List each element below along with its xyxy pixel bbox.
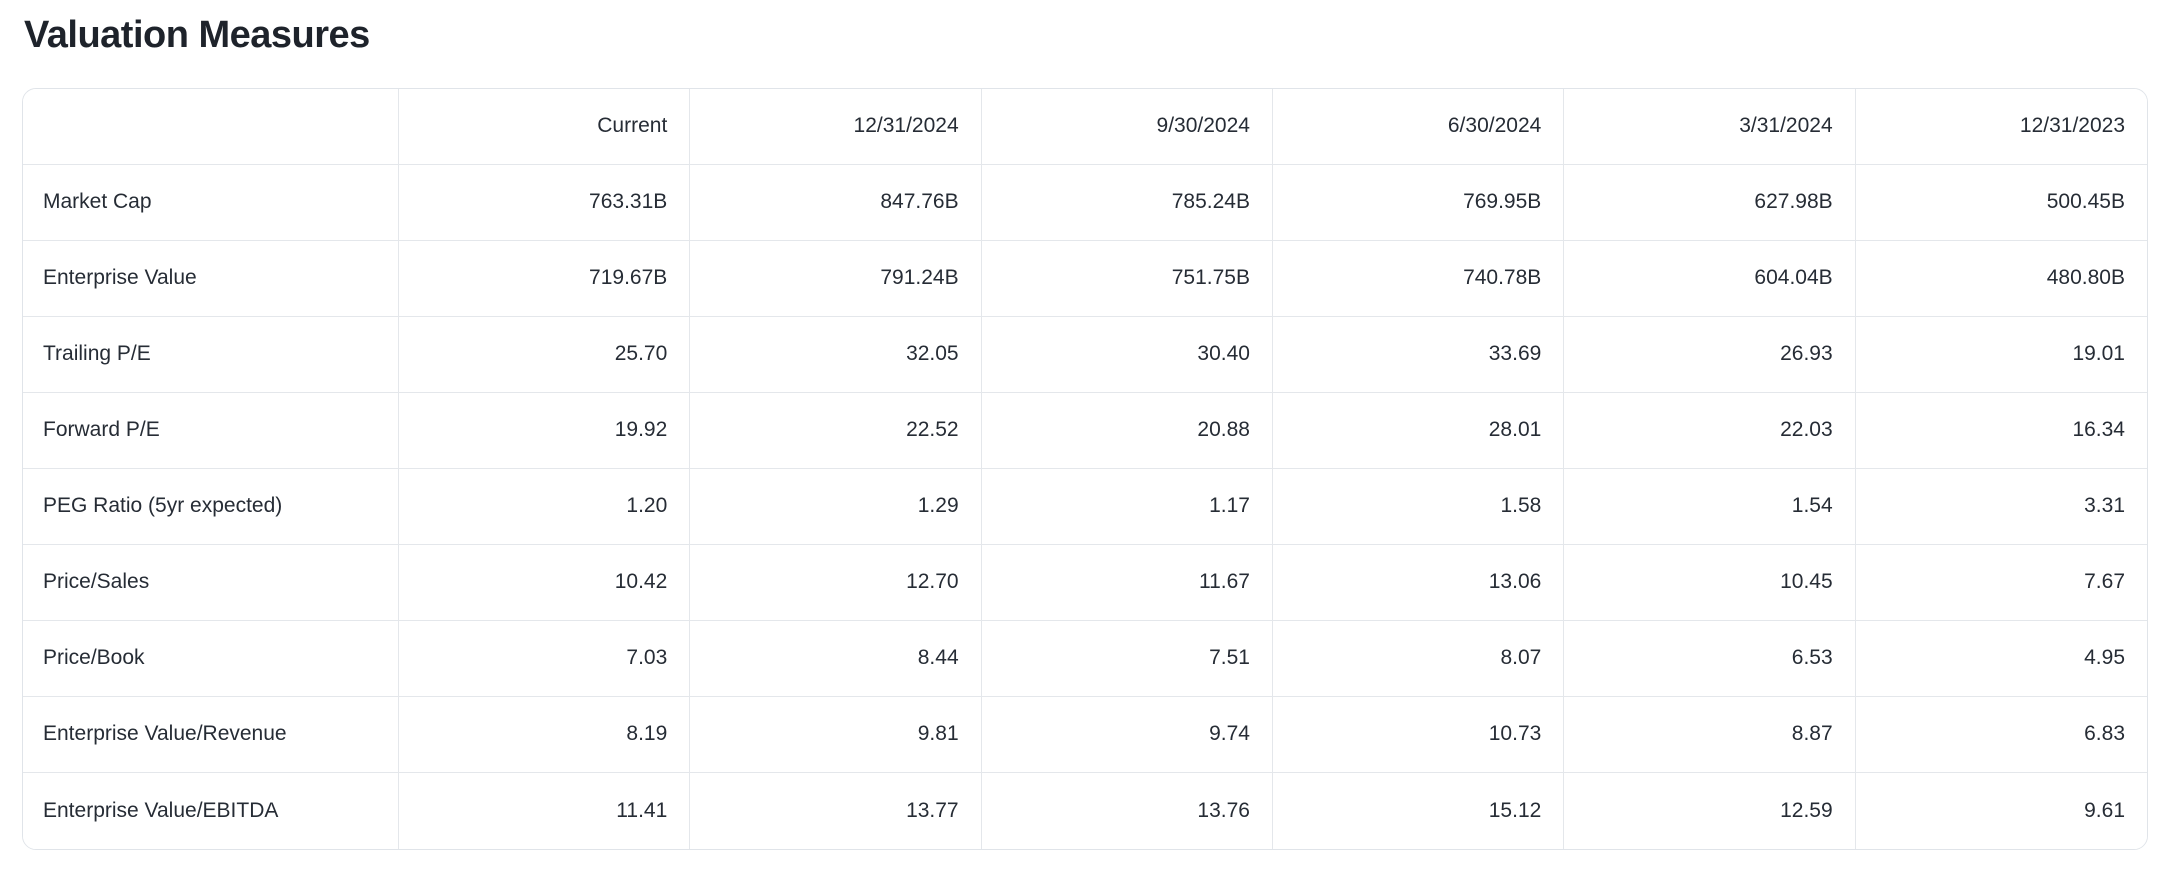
table-row: Trailing P/E 25.70 32.05 30.40 33.69 26.93 19.… — [23, 316, 2147, 393]
table-body: Market Cap 763.31B 847.76B 785.24B 769.95B 62… — [23, 164, 2147, 849]
cell-value: 8.07 — [1272, 620, 1565, 697]
column-header: 6/30/2024 — [1272, 88, 1565, 165]
cell-value: 12.59 — [1564, 772, 1856, 849]
cell-value: 7.67 — [1855, 544, 2147, 621]
table-row: Price/Book 7.03 8.44 7.51 8.07 6.53 4.95 — [23, 620, 2147, 697]
cell-value: 1.29 — [690, 468, 982, 545]
cell-value: 7.03 — [398, 620, 691, 697]
row-label: Forward P/E — [23, 392, 399, 469]
cell-value: 16.34 — [1855, 392, 2147, 469]
cell-value: 13.06 — [1272, 544, 1565, 621]
column-header: 9/30/2024 — [981, 88, 1273, 165]
cell-value: 8.87 — [1564, 696, 1856, 773]
column-header: Current — [398, 88, 691, 165]
cell-value: 791.24B — [690, 240, 982, 317]
table-row: Enterprise Value/Revenue 8.19 9.81 9.74 10.7… — [23, 696, 2147, 773]
cell-value: 12.70 — [690, 544, 982, 621]
cell-value: 13.76 — [981, 772, 1273, 849]
cell-value: 32.05 — [690, 316, 982, 393]
cell-value: 11.41 — [398, 772, 691, 849]
column-header: 12/31/2023 — [1855, 88, 2147, 165]
cell-value: 785.24B — [981, 164, 1273, 241]
cell-value: 4.95 — [1855, 620, 2147, 697]
cell-value: 8.19 — [398, 696, 691, 773]
column-header: 12/31/2024 — [690, 88, 982, 165]
cell-value: 10.45 — [1564, 544, 1856, 621]
cell-value: 3.31 — [1855, 468, 2147, 545]
cell-value: 22.52 — [690, 392, 982, 469]
row-label: Enterprise Value/Revenue — [23, 696, 399, 773]
cell-value: 9.74 — [981, 696, 1273, 773]
row-label: Trailing P/E — [23, 316, 399, 393]
valuation-table: Current 12/31/2024 9/30/2024 6/30/2024 3/31/… — [23, 88, 2147, 849]
cell-value: 1.17 — [981, 468, 1273, 545]
cell-value: 604.04B — [1564, 240, 1856, 317]
cell-value: 9.61 — [1855, 772, 2147, 849]
cell-value: 1.54 — [1564, 468, 1856, 545]
row-label: Price/Sales — [23, 544, 399, 621]
cell-value: 627.98B — [1564, 164, 1856, 241]
cell-value: 480.80B — [1855, 240, 2147, 317]
table-row: Price/Sales 10.42 12.70 11.67 13.06 10.45 7.67 — [23, 544, 2147, 621]
cell-value: 751.75B — [981, 240, 1273, 317]
cell-value: 719.67B — [398, 240, 691, 317]
cell-value: 30.40 — [981, 316, 1273, 393]
table-row: Market Cap 763.31B 847.76B 785.24B 769.95B 62… — [23, 164, 2147, 241]
cell-value: 1.58 — [1272, 468, 1565, 545]
row-label: PEG Ratio (5yr expected) — [23, 468, 399, 545]
cell-value: 7.51 — [981, 620, 1273, 697]
table-row: Forward P/E 19.92 22.52 20.88 28.01 22.03 16.3… — [23, 392, 2147, 469]
cell-value: 22.03 — [1564, 392, 1856, 469]
row-label: Price/Book — [23, 620, 399, 697]
cell-value: 763.31B — [398, 164, 691, 241]
cell-value: 19.01 — [1855, 316, 2147, 393]
cell-value: 15.12 — [1272, 772, 1565, 849]
page-title: Valuation Measures — [24, 14, 370, 56]
cell-value: 769.95B — [1272, 164, 1565, 241]
table-row: Enterprise Value/EBITDA 11.41 13.77 13.76 15… — [23, 772, 2147, 849]
row-label: Enterprise Value/EBITDA — [23, 772, 399, 849]
cell-value: 8.44 — [690, 620, 982, 697]
row-label: Market Cap — [23, 164, 399, 241]
row-label: Enterprise Value — [23, 240, 399, 317]
cell-value: 847.76B — [690, 164, 982, 241]
table-head: Current 12/31/2024 9/30/2024 6/30/2024 3/31/… — [23, 88, 2147, 165]
cell-value: 9.81 — [690, 696, 982, 773]
cell-value: 500.45B — [1855, 164, 2147, 241]
valuation-table-container: Current 12/31/2024 9/30/2024 6/30/2024 3/31/… — [22, 87, 2148, 850]
cell-value: 6.83 — [1855, 696, 2147, 773]
column-header: 3/31/2024 — [1564, 88, 1856, 165]
cell-value: 20.88 — [981, 392, 1273, 469]
cell-value: 28.01 — [1272, 392, 1565, 469]
cell-value: 6.53 — [1564, 620, 1856, 697]
cell-value: 740.78B — [1272, 240, 1565, 317]
table-row: PEG Ratio (5yr expected) 1.20 1.29 1.17 1.58… — [23, 468, 2147, 545]
table-row: Enterprise Value 719.67B 791.24B 751.75B 740… — [23, 240, 2147, 317]
cell-value: 33.69 — [1272, 316, 1565, 393]
cell-value: 1.20 — [398, 468, 691, 545]
cell-value: 13.77 — [690, 772, 982, 849]
cell-value: 10.73 — [1272, 696, 1565, 773]
table-header-row: Current 12/31/2024 9/30/2024 6/30/2024 3/31/… — [23, 88, 2147, 165]
cell-value: 11.67 — [981, 544, 1273, 621]
cell-value: 26.93 — [1564, 316, 1856, 393]
cell-value: 10.42 — [398, 544, 691, 621]
corner-header-cell — [23, 88, 399, 165]
cell-value: 19.92 — [398, 392, 691, 469]
cell-value: 25.70 — [398, 316, 691, 393]
